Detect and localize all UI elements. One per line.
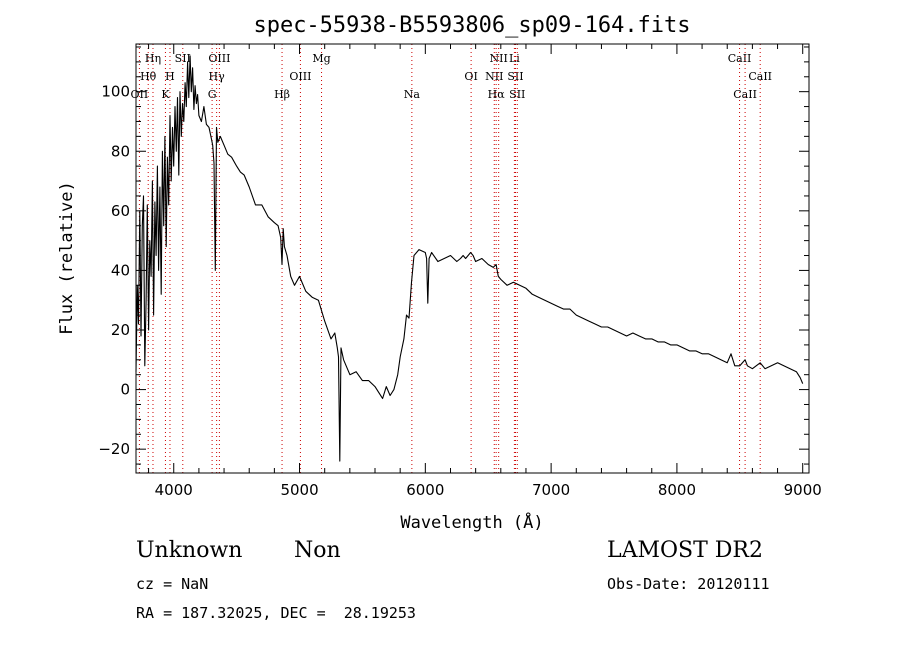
- line-marker-label: Hθ: [140, 70, 157, 83]
- survey-label: LAMOST DR2: [607, 538, 763, 563]
- y-tick-label: 60: [111, 202, 130, 220]
- line-marker-label: Mg: [312, 52, 330, 65]
- redshift-label: cz = NaN: [136, 575, 209, 593]
- x-axis-label: Wavelength (Å): [400, 511, 543, 533]
- x-tick-label: 7000: [532, 481, 570, 499]
- x-tick-label: 8000: [658, 481, 696, 499]
- spectrum-series: [135, 55, 804, 462]
- y-tick-label: −20: [98, 440, 130, 458]
- y-tick-label: 0: [120, 381, 130, 399]
- line-marker-label: OIII: [208, 52, 230, 65]
- class-label: Unknown: [136, 538, 243, 563]
- line-marker-label: SII: [175, 52, 191, 65]
- x-tick-label: 9000: [784, 481, 822, 499]
- line-marker-label: NII: [485, 70, 503, 83]
- line-marker-label: OII: [131, 88, 149, 101]
- axis-ticks: 4000 5000 6000 7000 8000 9000 −20 0 20 40 60 80 100: [98, 44, 822, 499]
- y-tick-label: 20: [111, 321, 130, 339]
- line-marker-label: CaII: [728, 52, 752, 65]
- line-marker-label: CaII: [733, 88, 757, 101]
- spectrum-line-0: [135, 55, 804, 462]
- y-axis-label: Flux (relative): [57, 181, 77, 335]
- x-tick-label: 5000: [280, 481, 318, 499]
- line-marker-label: Na: [404, 88, 421, 101]
- line-marker-label: Hα: [488, 88, 506, 101]
- line-marker-label: Li: [509, 52, 520, 65]
- line-marker-label: NII: [490, 52, 508, 65]
- coordinates-label: RA = 187.32025, DEC = 28.19253: [136, 604, 416, 622]
- obs-date-label: Obs-Date: 20120111: [607, 575, 770, 593]
- x-tick-label: 6000: [406, 481, 444, 499]
- line-marker-label: Hγ: [209, 70, 226, 83]
- line-marker-label: K: [161, 88, 170, 101]
- line-marker-label: Hβ: [274, 88, 290, 101]
- line-marker-label: SII: [507, 70, 523, 83]
- x-tick-label: 4000: [155, 481, 193, 499]
- subclass-label: Non: [294, 538, 341, 563]
- line-marker-label: Hη: [145, 52, 161, 65]
- chart-title: spec-55938-B5593806_sp09-164.fits: [253, 13, 690, 38]
- line-marker-label: G: [208, 88, 217, 101]
- y-tick-label: 80: [111, 142, 130, 160]
- y-tick-label: 100: [101, 83, 130, 101]
- line-marker-label: OIII: [289, 70, 311, 83]
- line-marker-label: SII: [509, 88, 525, 101]
- line-marker-label: H: [165, 70, 175, 83]
- y-tick-label: 40: [111, 261, 130, 279]
- plot-frame: [135, 43, 810, 474]
- line-marker-label: OI: [464, 70, 477, 83]
- line-marker-label: CaII: [748, 70, 772, 83]
